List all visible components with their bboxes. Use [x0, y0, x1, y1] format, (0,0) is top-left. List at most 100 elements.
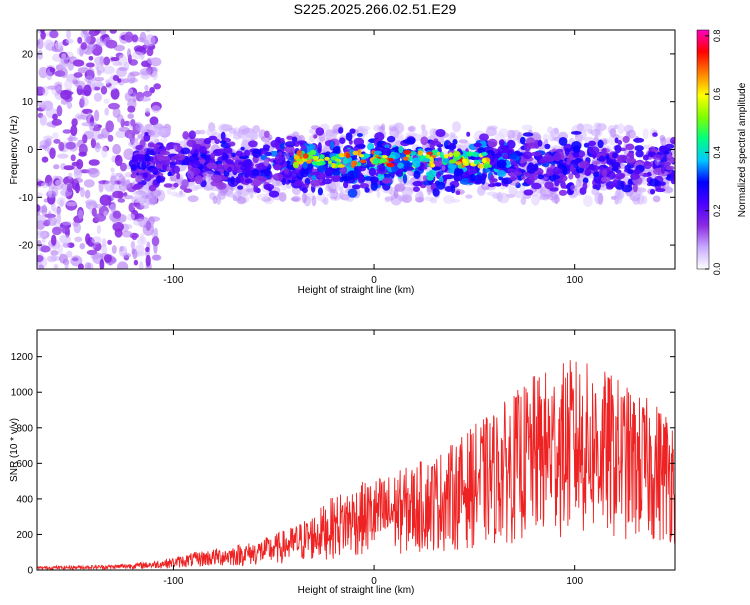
- heatmap-cell-2414: [381, 177, 392, 184]
- heatmap-cell-2670: [537, 174, 544, 180]
- heatmap-cell-1172: [659, 134, 666, 142]
- heatmap-cell-816: [486, 125, 498, 130]
- heatmap-cell-2450: [420, 136, 429, 145]
- heatmap-cell-2429: [582, 182, 588, 191]
- heatmap-cell-2401: [441, 165, 446, 171]
- heatmap-cell-471: [75, 182, 80, 194]
- heatmap-cell-52: [57, 153, 69, 159]
- heatmap-cell-2767: [397, 162, 404, 169]
- heatmap-cell-319: [130, 119, 136, 127]
- heatmap-cell-2468: [274, 154, 283, 164]
- heatmap-cell-437: [110, 201, 116, 213]
- heatmap-cell-2810: [443, 154, 449, 159]
- heatmap-cell-2365: [522, 151, 533, 160]
- heatmap-cell-336: [113, 44, 125, 52]
- heatmap-cell-335: [110, 175, 118, 185]
- heatmap-cell-456: [127, 72, 136, 84]
- heatmap-cell-127: [94, 76, 105, 82]
- heatmap-cell-2557: [631, 174, 640, 180]
- heatmap-cell-105: [79, 243, 86, 250]
- heatmap-cell-2621: [240, 164, 250, 171]
- heatmap-cell-320: [114, 228, 123, 238]
- heatmap-cell-3: [110, 167, 115, 173]
- heatmap-cell-1028: [521, 124, 533, 131]
- heatmap-cell-2046: [188, 130, 196, 140]
- heatmap-cell-2656: [227, 166, 233, 173]
- heatmap-cell-478: [92, 127, 101, 132]
- heatmap-cell-206: [77, 67, 89, 74]
- heatmap-cell-2428: [569, 164, 575, 173]
- heatmap-cell-515: [55, 40, 62, 50]
- heatmap-cell-2503: [187, 170, 195, 180]
- heatmap-cell-1051: [553, 127, 559, 135]
- heatmap-cell-2466: [263, 158, 270, 167]
- heatmap-cell-1230: [549, 130, 555, 142]
- heatmap-cell-2777: [412, 160, 421, 168]
- heatmap-cell-117: [99, 55, 105, 67]
- heatmap-cell-460: [107, 134, 114, 142]
- heatmap-cell-2176: [313, 134, 318, 139]
- heatmap-cell-2001: [635, 150, 644, 158]
- heatmap-cell-334: [133, 259, 139, 266]
- heatmap-cell-1362: [609, 128, 617, 138]
- heatmap-cell-291: [66, 30, 71, 40]
- heatmap-cell-407: [49, 30, 59, 39]
- heatmap-cell-2740: [337, 164, 345, 168]
- heatmap-cell-2139: [544, 181, 554, 190]
- heatmap-cell-373: [66, 136, 79, 142]
- heatmap-cell-2478: [655, 188, 666, 193]
- heatmap-cell-237: [112, 143, 121, 155]
- heatmap-cell-516: [53, 138, 61, 144]
- heatmap-cell-2519: [660, 165, 666, 174]
- heatmap-cell-118: [78, 151, 87, 157]
- heatmap-cell-479: [139, 68, 152, 76]
- heatmap-cell-2655: [633, 168, 641, 175]
- heatmap-cell-1265: [245, 188, 256, 193]
- heatmap-cell-337: [62, 129, 72, 134]
- topAxes-ytick-label-0: -20: [19, 241, 34, 252]
- heatmap-cell-1137: [212, 196, 218, 204]
- heatmap-cell-343: [51, 234, 57, 246]
- heatmap-cell-2467: [398, 145, 404, 154]
- heatmap-cell-2534: [652, 154, 663, 161]
- heatmap-cell-1480: [339, 137, 346, 144]
- heatmap-cell-2708: [327, 160, 332, 165]
- heatmap-cell-2456: [566, 157, 571, 165]
- colorbar-label: Normalized spectral amplitude: [737, 82, 748, 217]
- heatmap-cell-1333: [508, 186, 518, 195]
- heatmap-cell-2204: [479, 133, 489, 141]
- heatmap-cell-57: [153, 227, 158, 239]
- heatmap-cell-1239: [497, 192, 510, 204]
- heatmap-cell-469: [145, 107, 151, 114]
- heatmap-cell-2340: [521, 175, 526, 180]
- heatmap-cell-2547: [663, 150, 670, 155]
- heatmap-cell-402: [53, 207, 62, 215]
- heatmap-cell-2019: [370, 181, 378, 191]
- heatmap-cell-2541: [141, 146, 147, 153]
- heatmap-cell-264: [77, 36, 83, 44]
- heatmap-cell-2111: [466, 131, 471, 137]
- heatmap-cell-495: [95, 63, 100, 71]
- heatmap-cell-2632: [397, 168, 404, 174]
- heatmap-cell-1897: [356, 133, 363, 137]
- heatmap-cell-2680: [436, 181, 446, 190]
- heatmap-cell-2403: [293, 141, 300, 147]
- heatmap-cell-202: [60, 67, 68, 79]
- heatmap-cell-321: [144, 84, 149, 91]
- botAxes-ytick-label-3: 600: [16, 459, 33, 470]
- heatmap-cell-2454: [226, 159, 234, 165]
- heatmap-cell-394: [38, 145, 48, 150]
- heatmap-cell-2511: [250, 169, 260, 176]
- heatmap-cell-377: [112, 61, 122, 66]
- heatmap-cell-63: [37, 49, 44, 60]
- heatmap-cell-1675: [523, 189, 534, 196]
- heatmap-cell-448: [103, 210, 109, 217]
- heatmap-cell-342: [110, 57, 120, 62]
- heatmap-cell-1962: [294, 180, 304, 187]
- heatmap-cell-2036: [264, 130, 270, 138]
- heatmap-cell-470: [66, 184, 73, 193]
- colorbar-tick-label-1: 0.2: [712, 204, 722, 217]
- heatmap-cell-1444: [367, 142, 375, 151]
- colorbar-tick-label-4: 0.8: [712, 30, 722, 43]
